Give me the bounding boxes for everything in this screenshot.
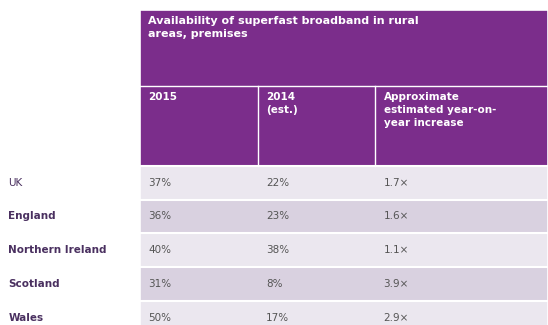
Text: Northern Ireland: Northern Ireland xyxy=(8,245,107,255)
Text: 31%: 31% xyxy=(148,279,171,289)
FancyBboxPatch shape xyxy=(375,301,548,325)
FancyBboxPatch shape xyxy=(140,301,258,325)
Text: 22%: 22% xyxy=(266,178,289,188)
Text: England: England xyxy=(8,212,56,221)
Text: 1.6×: 1.6× xyxy=(384,212,409,221)
Text: 2014
(est.): 2014 (est.) xyxy=(266,92,298,115)
FancyBboxPatch shape xyxy=(375,233,548,267)
FancyBboxPatch shape xyxy=(140,233,258,267)
FancyBboxPatch shape xyxy=(375,86,548,166)
Text: 37%: 37% xyxy=(148,178,171,188)
Text: 40%: 40% xyxy=(148,245,171,255)
FancyBboxPatch shape xyxy=(0,267,140,301)
Text: 50%: 50% xyxy=(148,313,171,323)
Text: 2.9×: 2.9× xyxy=(384,313,409,323)
FancyBboxPatch shape xyxy=(258,267,375,301)
FancyBboxPatch shape xyxy=(375,166,548,200)
Text: 23%: 23% xyxy=(266,212,289,221)
FancyBboxPatch shape xyxy=(375,267,548,301)
FancyBboxPatch shape xyxy=(140,10,548,86)
Text: 3.9×: 3.9× xyxy=(384,279,409,289)
Text: Scotland: Scotland xyxy=(8,279,60,289)
Text: Approximate
estimated year-on-
year increase: Approximate estimated year-on- year incr… xyxy=(384,92,496,128)
FancyBboxPatch shape xyxy=(258,166,375,200)
Text: 2015: 2015 xyxy=(148,92,177,102)
FancyBboxPatch shape xyxy=(258,86,375,166)
FancyBboxPatch shape xyxy=(140,267,258,301)
Text: 17%: 17% xyxy=(266,313,289,323)
FancyBboxPatch shape xyxy=(140,166,258,200)
FancyBboxPatch shape xyxy=(140,86,258,166)
FancyBboxPatch shape xyxy=(0,200,140,233)
FancyBboxPatch shape xyxy=(0,233,140,267)
FancyBboxPatch shape xyxy=(0,301,140,325)
Text: 8%: 8% xyxy=(266,279,282,289)
FancyBboxPatch shape xyxy=(140,200,258,233)
Text: 38%: 38% xyxy=(266,245,289,255)
FancyBboxPatch shape xyxy=(258,233,375,267)
Text: 1.7×: 1.7× xyxy=(384,178,409,188)
FancyBboxPatch shape xyxy=(0,166,140,200)
Text: UK: UK xyxy=(8,178,22,188)
Text: Availability of superfast broadband in rural
areas, premises: Availability of superfast broadband in r… xyxy=(148,16,419,39)
FancyBboxPatch shape xyxy=(258,200,375,233)
FancyBboxPatch shape xyxy=(375,200,548,233)
Text: Wales: Wales xyxy=(8,313,43,323)
FancyBboxPatch shape xyxy=(258,301,375,325)
Text: 1.1×: 1.1× xyxy=(384,245,409,255)
Text: 36%: 36% xyxy=(148,212,171,221)
